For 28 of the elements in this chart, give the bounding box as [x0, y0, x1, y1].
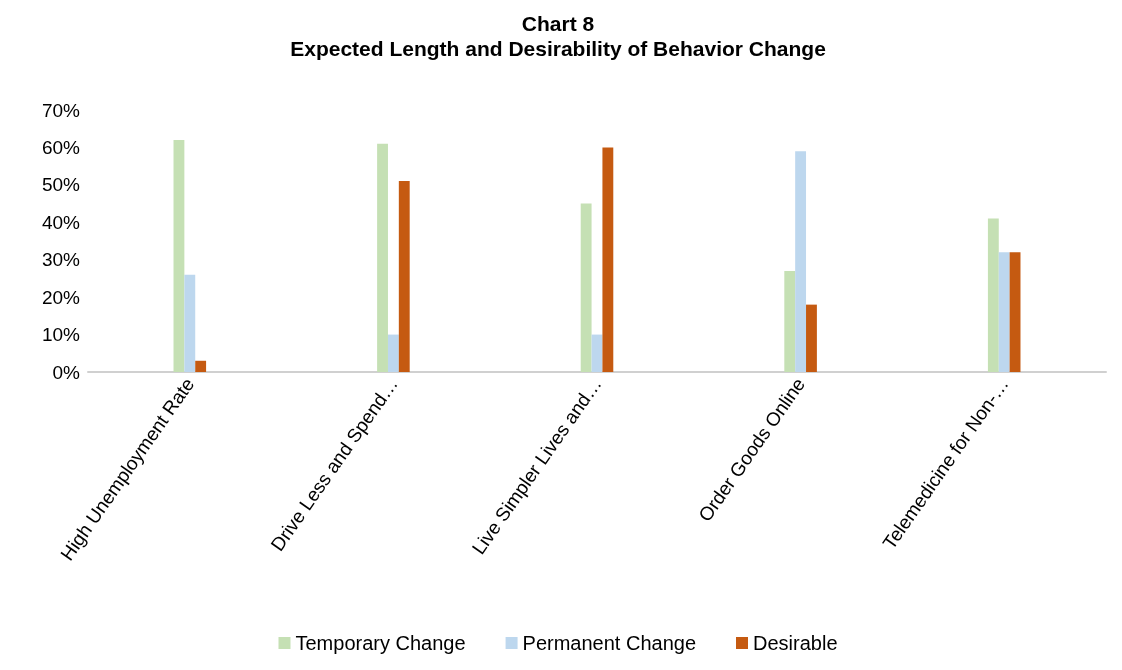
bar: [173, 139, 185, 372]
legend-label: Desirable: [753, 632, 838, 654]
legend-label: Temporary Change: [295, 632, 466, 654]
y-tick-label: 10%: [41, 324, 81, 346]
bar: [580, 203, 592, 372]
chart-subtitle: Expected Length and Desirability of Behavior Change: [290, 37, 826, 60]
bar: [1009, 252, 1021, 372]
bar: [602, 147, 614, 372]
y-tick-label: 20%: [41, 286, 81, 308]
bar: [784, 270, 796, 372]
y-tick-label: 60%: [41, 136, 81, 158]
bar: [195, 360, 207, 372]
bar: [806, 304, 817, 372]
bar: [998, 252, 1010, 372]
bar: [398, 181, 410, 372]
y-tick-label: 50%: [41, 174, 81, 196]
bar: [387, 334, 399, 372]
y-tick-label: 0%: [52, 361, 81, 383]
y-tick-label: 30%: [41, 249, 81, 271]
legend-label: Permanent Change: [522, 632, 697, 654]
chart-title: Chart 8: [521, 12, 595, 35]
bar: [795, 151, 807, 372]
bar: [377, 143, 388, 372]
bar: [987, 218, 999, 372]
bar: [184, 274, 196, 372]
bar: [591, 334, 603, 372]
y-tick-label: 40%: [41, 211, 81, 233]
y-tick-label: 70%: [41, 99, 81, 121]
